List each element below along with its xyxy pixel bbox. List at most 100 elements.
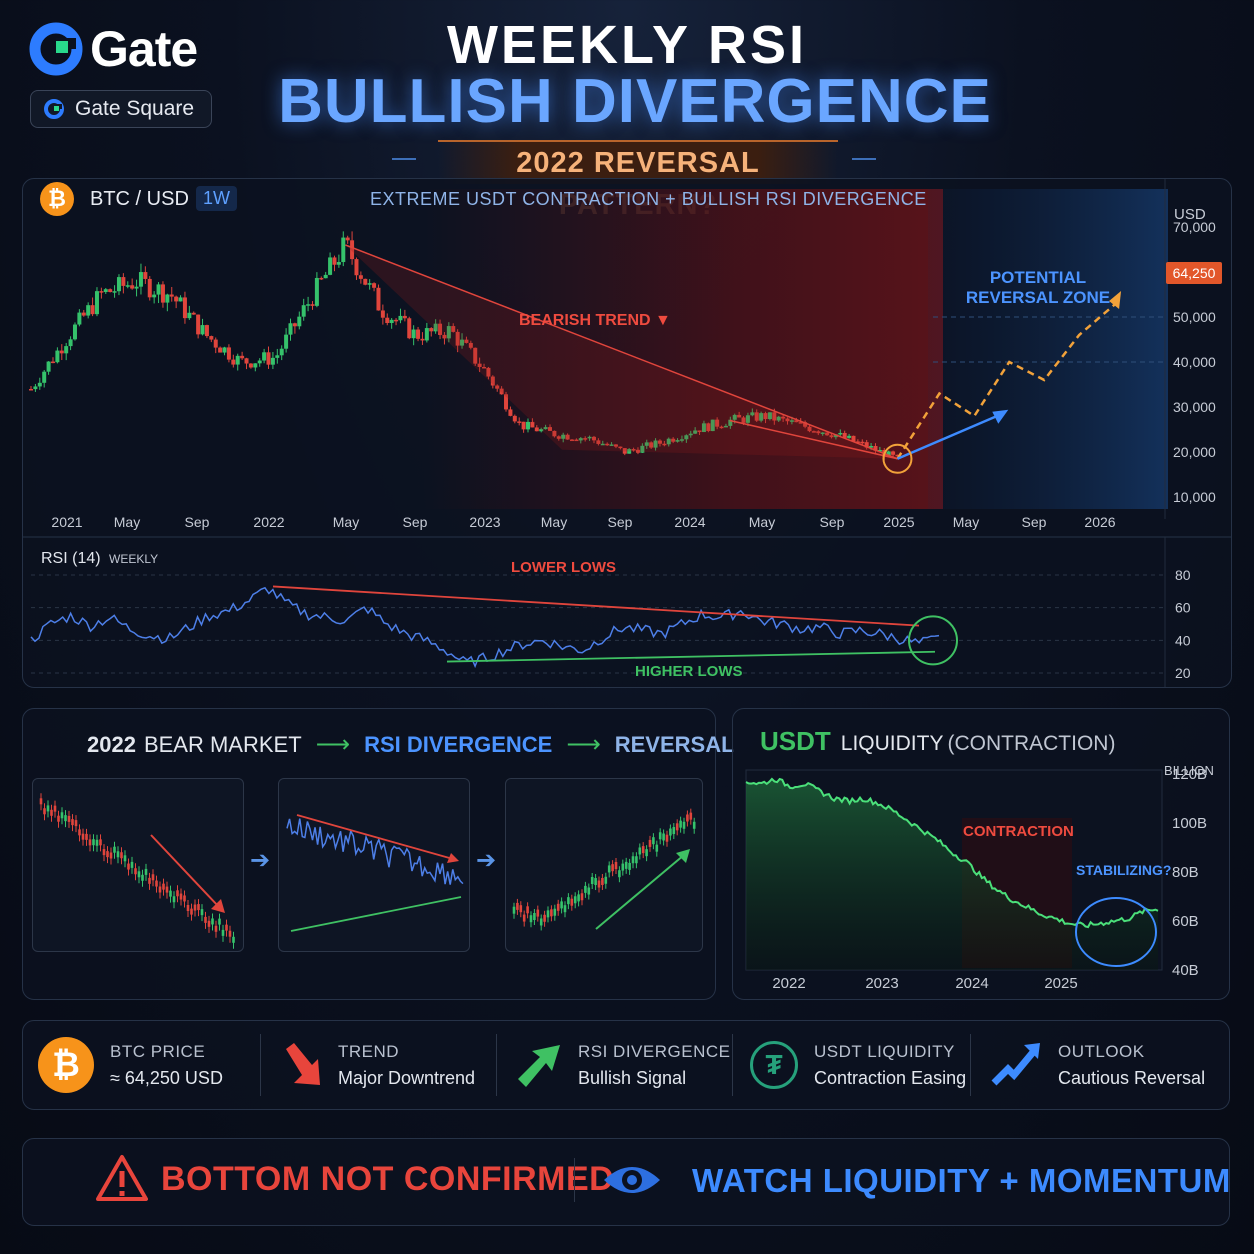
current-price-tag: 64,250 (1166, 262, 1222, 284)
candle-body (847, 435, 852, 438)
mini-candle-body (536, 909, 540, 917)
mini-candle-body (211, 918, 214, 925)
stats-panel (22, 1020, 1230, 1110)
mini-candle-body (148, 877, 151, 884)
flow-step1: BEAR MARKET (143, 731, 302, 757)
mini-candle-body (88, 839, 92, 846)
reversal-zone-label: POTENTIAL (990, 268, 1086, 287)
stat-divider (970, 1034, 971, 1096)
mini-bear-arrowhead (211, 899, 225, 913)
arrow-down-icon (286, 1043, 320, 1085)
candle-body (578, 438, 583, 441)
candle-body (209, 336, 214, 340)
candle-body (671, 438, 676, 442)
stat-outlook: OUTLOOK Cautious Reversal (990, 1030, 1205, 1100)
mini-candle-body (176, 890, 179, 897)
mini-candle-body (553, 908, 557, 916)
candle-body (807, 426, 812, 432)
mini-candle-body (130, 861, 134, 868)
mini-candle-body (172, 896, 176, 903)
candle-body (292, 323, 297, 327)
candle-body (222, 347, 227, 353)
mini-candle-body (214, 925, 218, 932)
mini-candle-body (614, 862, 618, 870)
candle-body (262, 352, 267, 361)
mini-candle-body (74, 820, 78, 827)
mini-reversal-arrowhead (676, 849, 690, 863)
candle-body (587, 436, 592, 439)
candle-body (112, 291, 117, 293)
mini-higher-lows-line (290, 896, 462, 932)
mini-candle-body (39, 798, 43, 805)
x-tick-label: 2023 (469, 514, 500, 530)
candle-body (486, 367, 491, 377)
candle-body (556, 436, 561, 439)
bullish-arrowhead (992, 409, 1009, 424)
price-chart: 70,00060,00050,00040,00030,00020,00010,0… (23, 179, 1231, 687)
candle-body (332, 257, 337, 265)
mini-candle-body (221, 929, 225, 936)
gate-square-button[interactable]: Gate Square (30, 90, 212, 128)
mini-candle-body (197, 904, 200, 911)
candle-body (363, 278, 368, 285)
mini-chart-rsi (278, 778, 470, 952)
mini-candle-body (71, 819, 74, 826)
candle-body (191, 312, 196, 315)
candle-body (842, 432, 847, 438)
candle-body (644, 442, 649, 446)
gate-logo-icon (29, 22, 83, 76)
mini-candle-body (628, 862, 631, 870)
candle-body (600, 443, 605, 446)
mini-candle-body (186, 905, 190, 912)
candle-body (90, 305, 95, 315)
candle-body (257, 360, 262, 364)
mini-candle-body (675, 823, 679, 831)
candle-body (816, 431, 821, 434)
mini-reversal-arrow (595, 854, 685, 930)
subtitle-dash-right (852, 158, 876, 160)
y-tick-label: 10,000 (1173, 489, 1216, 505)
candle-body (534, 427, 539, 432)
gate-square-icon (44, 99, 64, 119)
stat-value: ≈ 64,250 USD (110, 1067, 223, 1088)
candle-body (635, 449, 640, 453)
candle-body (138, 272, 143, 287)
candle-body (253, 363, 258, 368)
candle-body (116, 277, 121, 292)
candle-body (759, 413, 764, 421)
mini-candle-body (641, 846, 645, 854)
candle-body (785, 418, 790, 422)
mini-candle-body (686, 814, 689, 822)
x-tick-label: May (953, 514, 979, 530)
timeframe-badge[interactable]: 1W (196, 186, 237, 211)
mini-candle-body (151, 874, 155, 881)
bearish-trendline (345, 244, 898, 460)
candle-body (512, 415, 517, 422)
candle-body (499, 388, 504, 395)
liq-x-tick-label: 2022 (772, 975, 805, 992)
candle-body (156, 284, 161, 295)
candle-body (873, 446, 878, 451)
mini-candle-body (645, 849, 648, 857)
liq-unit-label: BILLION (1164, 763, 1214, 778)
flow-step3: REVERSAL (614, 731, 735, 757)
mini-candle-body (652, 837, 655, 845)
lower-lows-label: LOWER LOWS (511, 559, 616, 576)
footer-divider (574, 1158, 575, 1202)
warning-icon (96, 1155, 148, 1201)
mini-candle-body (669, 828, 672, 836)
candle-body (838, 432, 843, 435)
candle-body (442, 334, 447, 339)
candle-body (530, 421, 535, 428)
mini-candle-body (546, 910, 550, 918)
stat-rsi-divergence: RSI DIVERGENCE Bullish Signal (516, 1030, 730, 1100)
candle-body (182, 297, 187, 319)
candle-body (763, 413, 768, 420)
higher-lows-line (446, 650, 936, 663)
mini-candle-body (533, 912, 536, 920)
candle-body (701, 423, 706, 433)
mini-chart-bear (32, 778, 244, 952)
candle-body (640, 445, 645, 453)
title-line1: WEEKLY RSI (446, 15, 808, 75)
